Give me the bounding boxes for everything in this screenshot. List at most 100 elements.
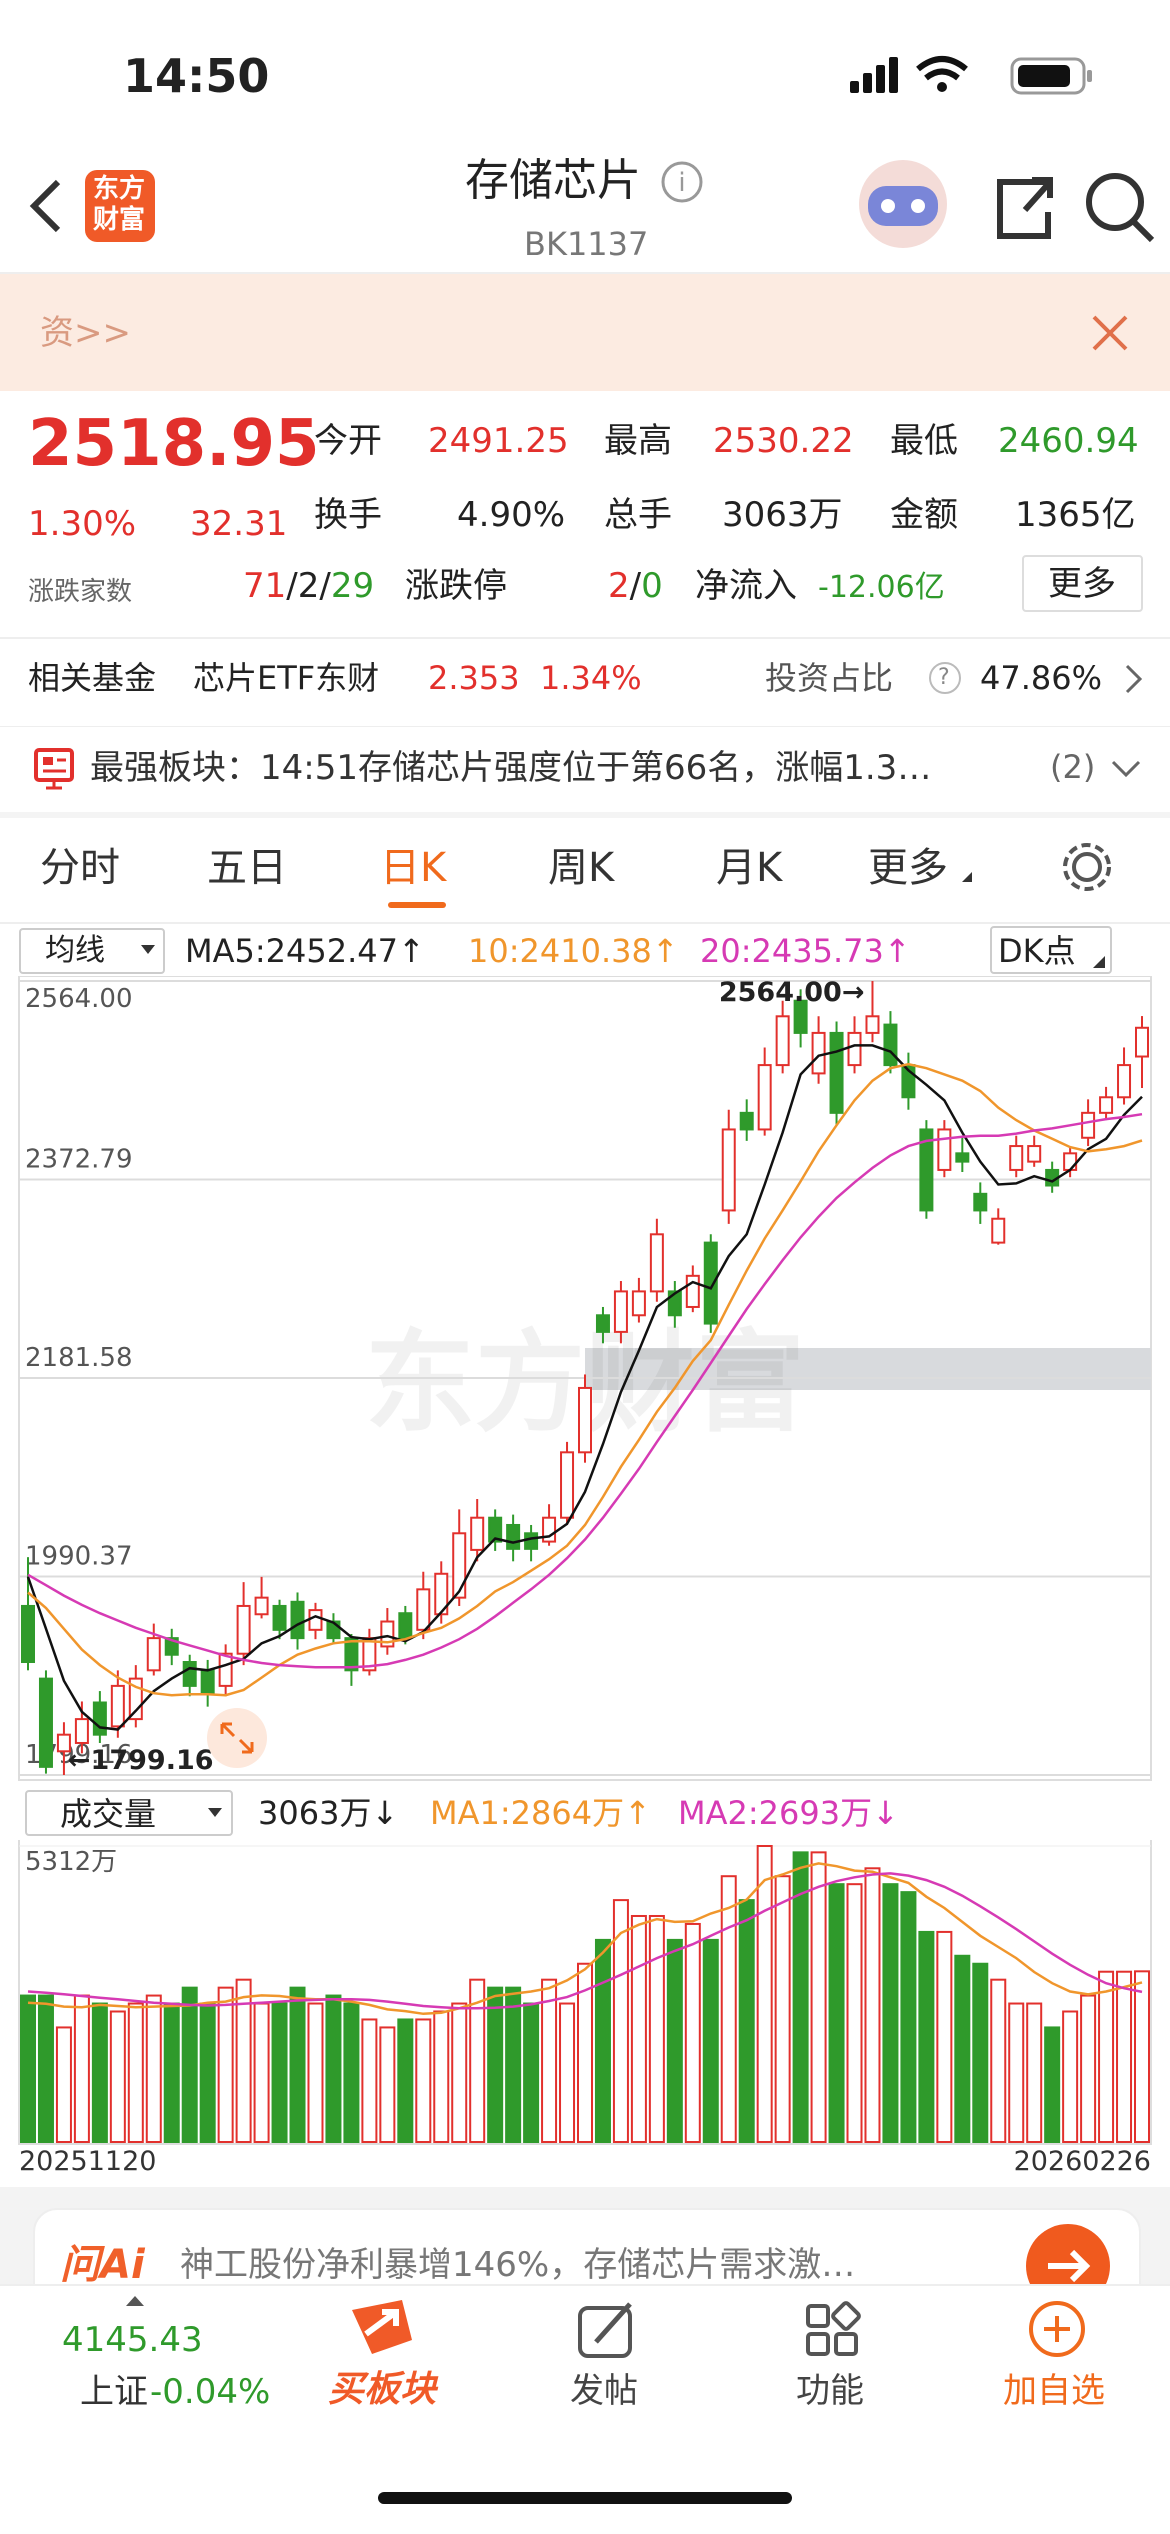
volume-bar [73,1994,90,2143]
candle-body [488,1516,503,1543]
volume-select[interactable] [25,1790,233,1836]
change: 32.31 [190,504,288,544]
volume-bar [756,1845,773,2143]
candle-body [92,1701,107,1736]
candle-body [380,1620,395,1648]
field-value: 2530.22 [713,421,854,461]
close-banner[interactable] [1090,313,1130,353]
volume-bar [648,1914,665,2144]
separator: / [286,566,298,606]
volume-bar [109,2010,126,2143]
tab[interactable]: 月K [716,845,783,891]
fund-label: 相关基金 [28,659,157,697]
banner-text: 资>> [40,313,131,353]
nav-item[interactable]: 加自选 [1003,2371,1105,2411]
candle-body [290,1600,305,1640]
nav-item[interactable]: 买板块 [328,2369,437,2410]
help-icon[interactable] [929,662,961,694]
y-tick-label: 2181.58 [25,1343,133,1373]
volume-bar [936,1930,953,2143]
search-button[interactable] [1086,173,1144,231]
news-count: (2) [1050,748,1096,786]
volume-bar [505,1986,522,2143]
candle-body [1063,1152,1078,1171]
field-value: 4.90% [457,495,566,535]
candle-body [667,1290,682,1317]
volume-bar [289,1986,306,2143]
limit: 2/0 [608,569,663,603]
tab-active[interactable]: 日K [380,845,447,891]
tab[interactable]: 更多 [868,845,948,891]
inflow: -12.06亿 [818,570,945,605]
expand[interactable] [1110,758,1142,780]
news-text[interactable]: 最强板块：14:51存储芯片强度位于第66名，涨幅1.3… [90,748,932,788]
volume-bar [235,1978,252,2143]
ma-line [26,1044,1143,1731]
expand-button[interactable] [207,1708,267,1768]
page-title: 存储芯片 [465,155,641,206]
volume-bar [523,2002,540,2143]
tab-icons [962,843,1111,891]
field-label: 金额 [890,495,958,535]
volume-bar [415,2018,432,2143]
banner[interactable] [0,274,1170,391]
candle-body [793,999,808,1034]
volume-bar [559,2002,576,2143]
candle-body [757,1064,772,1131]
help-text: ? [938,665,950,690]
breadth-flat: 2 [297,566,320,606]
ai-go[interactable] [1024,2222,1114,2292]
legend-ma5: MA5:2452.47↑ [185,932,425,970]
candle-body [38,1677,53,1768]
candle-body [218,1652,233,1687]
index-pct: -0.04% [150,2372,271,2412]
breadth: 71/2/29 [243,569,374,603]
nav-item[interactable]: 发帖 [570,2371,638,2411]
separator: / [629,566,642,606]
candle-body [578,1386,592,1454]
volume-bar [343,2002,360,2143]
volume-bar [1026,2002,1043,2143]
svg-text:i: i [678,168,685,198]
field-label: 今开 [314,421,382,461]
candle-body [829,1031,844,1114]
nav-item[interactable]: 功能 [796,2371,864,2411]
dk-button[interactable] [990,926,1112,974]
share-button[interactable] [997,179,1051,239]
legend-ma20: 20:2435.73↑ [700,932,911,970]
tab[interactable]: 周K [548,845,615,891]
corner-mark [1093,956,1105,968]
volume-indicator: 成交量 [60,1795,157,1833]
volume-bar [792,1851,809,2143]
tab[interactable]: 分时 [40,845,120,891]
more-button-text: 更多 [1048,564,1116,604]
candle-body [775,1015,790,1067]
high-annotation: 2564.00→ [719,977,865,1008]
candle-body [236,1604,251,1655]
candle-body [739,1111,754,1131]
candle-body [1099,1096,1114,1114]
candle-body [470,1516,485,1551]
more-button[interactable] [1022,555,1143,612]
fund-name[interactable]: 芯片ETF东财 [193,659,380,697]
chevron[interactable] [1122,662,1146,696]
candle-body [110,1684,125,1728]
ma-line [27,1062,1143,1697]
candle-body [955,1152,970,1163]
dk-text: DK点 [998,932,1076,970]
tab[interactable]: 五日 [207,845,287,891]
change-pct: 1.30% [28,504,137,544]
back-button[interactable] [29,179,61,233]
tab-underline [388,902,446,908]
price: 2518.95 [28,407,320,481]
candle-body [937,1128,952,1171]
ai-brand: 问Ai [60,2242,145,2288]
candle-body [452,1532,467,1599]
kline-chart: 东方财富2564.002372.792181.581990.371799.162… [18,976,1152,2177]
nav-icons [126,2296,1085,2358]
sector-code: BK1137 [524,225,649,263]
indicator-select[interactable] [19,928,165,974]
candle-body [1027,1145,1042,1163]
status-time: 14:50 [123,49,270,103]
